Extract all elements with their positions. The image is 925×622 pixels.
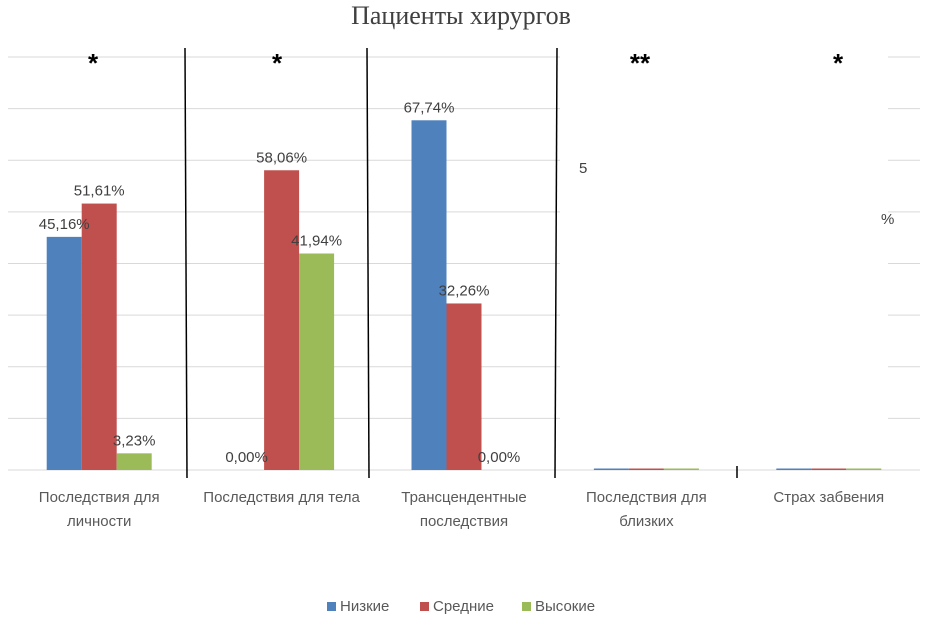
overlay-patch <box>560 46 888 466</box>
significance-marker: ** <box>630 48 651 78</box>
bar-низкие-3 <box>411 120 447 471</box>
legend-entry: Высокие <box>522 598 595 615</box>
bar-средние-3 <box>446 303 482 470</box>
data-label: 51,61% <box>74 183 125 200</box>
chart-title: Пациенты хирургов <box>351 1 571 30</box>
category-label: Страх забвения <box>773 489 884 506</box>
bar-средние-2 <box>264 170 300 470</box>
data-label: 3,23% <box>113 432 156 449</box>
separator-line <box>184 47 188 479</box>
bar-низкие-1 <box>46 236 82 470</box>
legend-label: Высокие <box>535 598 595 615</box>
significance-marker: * <box>833 48 844 78</box>
legend-label: Средние <box>433 598 494 615</box>
data-label: 67,74% <box>404 99 455 116</box>
category-label: Трансцендентные последствия <box>401 489 527 530</box>
bar-высокие-2 <box>299 253 335 470</box>
legend-entry: Средние <box>420 598 494 615</box>
bar-низкие-5 <box>776 468 812 470</box>
bar-высокие-4 <box>663 468 699 470</box>
data-label: 41,94% <box>291 232 342 249</box>
data-label: 58,06% <box>256 149 307 166</box>
data-label: 45,16% <box>39 216 90 233</box>
bar-высокие-5 <box>846 468 882 470</box>
bar-высокие-1 <box>116 453 152 470</box>
category-label: Последствия для близких <box>586 489 707 530</box>
bar-средние-4 <box>628 468 664 470</box>
legend-entry: Низкие <box>327 598 389 615</box>
bar-низкие-4 <box>593 468 629 470</box>
fragment-text: 5 <box>579 160 587 177</box>
data-label: 0,00% <box>478 449 521 466</box>
category-label: Последствия для личности <box>39 489 160 530</box>
data-label: 32,26% <box>439 282 490 299</box>
significance-marker: * <box>272 48 283 78</box>
legend-swatch <box>522 602 531 611</box>
bar-средние-5 <box>811 468 847 470</box>
data-label: 0,00% <box>225 449 268 466</box>
fragment-text: % <box>881 211 894 228</box>
legend-swatch <box>327 602 336 611</box>
category-label: Последствия для тела <box>203 489 360 506</box>
separator-line <box>554 47 558 479</box>
legend-swatch <box>420 602 429 611</box>
bar-средние-1 <box>81 203 117 471</box>
legend-label: Низкие <box>340 598 389 615</box>
separator-line <box>366 47 370 479</box>
significance-marker: * <box>88 48 99 78</box>
